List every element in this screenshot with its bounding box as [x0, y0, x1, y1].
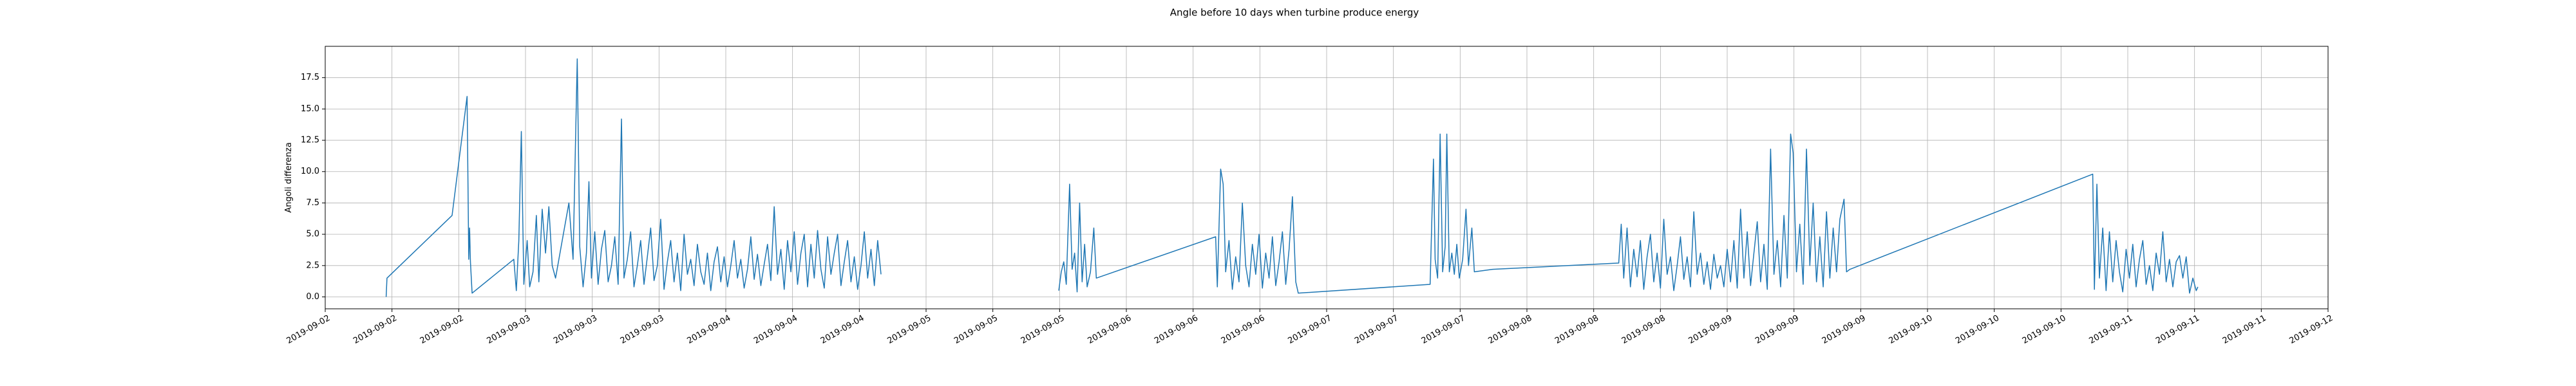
y-tick-label: 2.5 [306, 261, 319, 270]
y-tick-label: 5.0 [306, 230, 319, 239]
x-tick-label: 2019-09-11 [2087, 313, 2134, 346]
x-tick-label: 2019-09-10 [1887, 313, 1934, 346]
x-tick-label: 2019-09-06 [1220, 313, 1267, 346]
x-tick-label: 2019-09-03 [619, 313, 666, 346]
x-tick-label: 2019-09-02 [419, 313, 466, 346]
x-tick-label: 2019-09-05 [952, 313, 999, 346]
x-tick-label: 2019-09-07 [1420, 313, 1467, 346]
x-tick-label: 2019-09-04 [819, 313, 866, 346]
plot-frame [325, 46, 2329, 309]
x-tick-label: 2019-09-11 [2221, 313, 2268, 346]
x-tick-label: 2019-09-08 [1553, 313, 1600, 346]
x-tick-label: 2019-09-02 [352, 313, 399, 346]
y-tick-label: 10.0 [301, 167, 319, 176]
x-tick-label: 2019-09-09 [1821, 313, 1868, 346]
x-tick-label: 2019-09-03 [552, 313, 599, 346]
data-line [385, 58, 2199, 297]
x-tick-label: 2019-09-08 [1620, 313, 1667, 346]
y-axis-label: Angoli differenza [284, 142, 294, 213]
x-tick-label: 2019-09-02 [285, 313, 332, 346]
x-tick-label: 2019-09-07 [1353, 313, 1400, 346]
y-tick-label: 15.0 [301, 104, 319, 114]
y-tick-label: 17.5 [301, 73, 319, 82]
x-tick-label: 2019-09-04 [752, 313, 799, 346]
x-tick-label: 2019-09-09 [1687, 313, 1734, 346]
y-tick-label: 12.5 [301, 136, 319, 145]
x-tick-label: 2019-09-12 [2287, 313, 2334, 346]
chart-title: Angle before 10 days when turbine produc… [1170, 7, 1419, 19]
x-tick-label: 2019-09-10 [2021, 313, 2068, 346]
x-tick-label: 2019-09-04 [685, 313, 732, 346]
x-tick-label: 2019-09-05 [1019, 313, 1066, 346]
x-tick-label: 2019-09-09 [1754, 313, 1801, 346]
x-tick-label: 2019-09-10 [1954, 313, 2001, 346]
y-tick-label: 0.0 [306, 292, 319, 302]
x-tick-label: 2019-09-06 [1153, 313, 1200, 346]
y-tick-label: 7.5 [306, 198, 319, 208]
x-tick-label: 2019-09-05 [886, 313, 933, 346]
x-tick-label: 2019-09-03 [485, 313, 532, 346]
x-tick-label: 2019-09-11 [2154, 313, 2201, 346]
x-tick-label: 2019-09-06 [1086, 313, 1133, 346]
x-tick-label: 2019-09-07 [1286, 313, 1333, 346]
x-tick-label: 2019-09-08 [1486, 313, 1533, 346]
